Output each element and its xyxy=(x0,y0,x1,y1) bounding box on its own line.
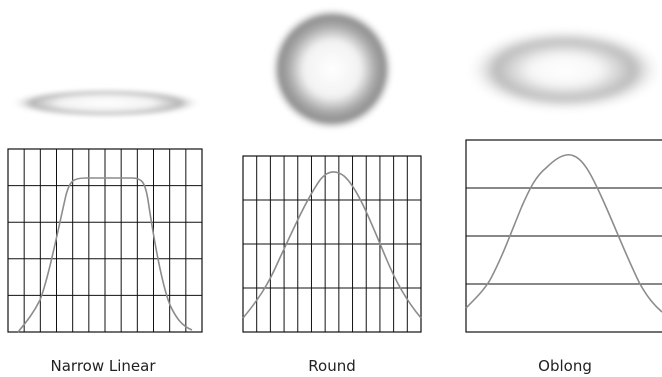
profile-curve xyxy=(17,177,193,333)
narrow-linear-caption: Narrow Linear xyxy=(51,357,157,375)
round-plot xyxy=(242,155,422,333)
profile-curve xyxy=(242,171,422,319)
narrow-linear-plot xyxy=(7,148,203,333)
round-caption: Round xyxy=(308,357,355,375)
plot-grid xyxy=(466,187,662,285)
oblong-spot xyxy=(466,28,662,112)
oblong-plot xyxy=(465,139,662,333)
plot-grid xyxy=(243,156,421,332)
narrow-linear-spot xyxy=(10,89,202,117)
round-spot xyxy=(270,7,394,131)
profile-curve xyxy=(465,153,662,313)
plot-grid xyxy=(8,149,202,332)
oblong-caption: Oblong xyxy=(538,357,592,375)
